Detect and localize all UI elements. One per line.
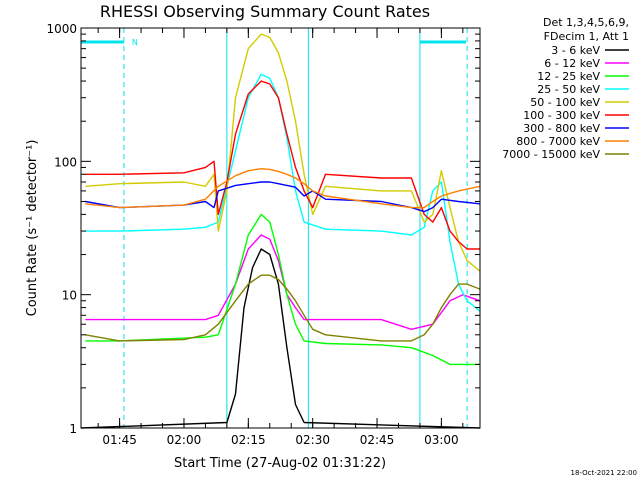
- y-tick-label: 100: [54, 155, 77, 169]
- timestamp: 18-Oct-2021 22:00: [571, 469, 637, 477]
- legend-label-0: 3 - 6 keV: [551, 44, 600, 57]
- legend-label-7: 800 - 7000 keV: [516, 135, 600, 148]
- x-axis-label: Start Time (27-Aug-02 01:31:22): [174, 456, 386, 471]
- series-line-6: [85, 181, 481, 213]
- y-tick-label: 10: [62, 289, 77, 303]
- series-line-5: [85, 80, 480, 250]
- x-tick-label: 03:00: [424, 433, 459, 447]
- x-tick-label: 02:00: [167, 433, 202, 447]
- x-tick-label: 02:15: [231, 433, 266, 447]
- x-tick-label: 01:45: [102, 433, 137, 447]
- chart-title: RHESSI Observing Summary Count Rates: [100, 2, 430, 21]
- legend-label-4: 50 - 100 keV: [530, 96, 600, 109]
- legend: Det 1,3,4,5,6,9, FDecim 1, Att 1 3 - 6 k…: [502, 16, 629, 161]
- plot-marks: N: [80, 28, 481, 429]
- plot-frame: [80, 27, 481, 429]
- y-tick-label: 1000: [46, 22, 77, 36]
- x-tick-label: 02:30: [295, 433, 330, 447]
- series-line-0: [80, 248, 481, 429]
- legend-label-3: 25 - 50 keV: [537, 83, 600, 96]
- y-tick-label: 1: [69, 422, 77, 436]
- y-axis-label: Count Rate (s⁻¹ detector⁻¹): [25, 140, 40, 317]
- legend-label-2: 12 - 25 keV: [537, 70, 600, 83]
- legend-header-2: FDecim 1, Att 1: [544, 30, 629, 43]
- legend-label-1: 6 - 12 keV: [544, 57, 600, 70]
- series-line-4: [85, 33, 481, 272]
- series-line-2: [85, 213, 480, 366]
- legend-label-8: 7000 - 15000 keV: [502, 148, 600, 161]
- series-line-7: [85, 168, 481, 209]
- series-line-8: [85, 274, 481, 342]
- axes: 1 10 100 1000 01:45 02:00 02:15 02:30 02:45 03:00: [46, 22, 481, 447]
- x-tick-label: 02:45: [360, 433, 395, 447]
- legend-label-6: 300 - 800 keV: [523, 122, 600, 135]
- series-line-3: [85, 73, 481, 312]
- eclipse-flag-label: N: [132, 38, 138, 47]
- legend-label-5: 100 - 300 keV: [523, 109, 600, 122]
- legend-header-1: Det 1,3,4,5,6,9,: [543, 16, 629, 29]
